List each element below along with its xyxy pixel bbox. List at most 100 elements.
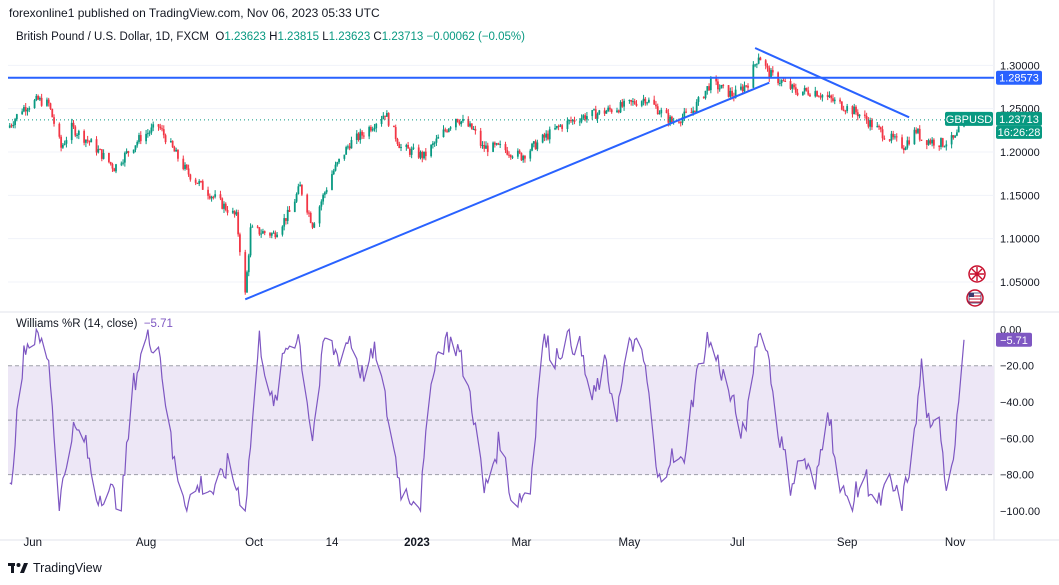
close-value: 1.23713	[381, 31, 424, 43]
candle-body	[780, 80, 783, 83]
candle-body	[40, 97, 43, 106]
falling-trendline	[754, 47, 910, 119]
candle-body	[630, 100, 633, 102]
candle-body	[293, 201, 296, 212]
candle-body	[518, 150, 521, 153]
candle-body	[839, 99, 841, 102]
candle-body	[876, 126, 879, 128]
candle-body	[63, 143, 66, 145]
candle-body	[102, 152, 105, 159]
candle-body	[373, 128, 376, 130]
candle-body	[709, 77, 712, 91]
candle-body	[308, 212, 310, 214]
candle-body	[361, 131, 363, 136]
candle-body	[863, 114, 866, 116]
candle-body	[345, 147, 348, 155]
candle-body	[628, 100, 631, 102]
candle-body	[584, 115, 587, 120]
candle-body	[803, 87, 806, 92]
time-axis-label: Oct	[245, 537, 264, 549]
candle-body	[642, 98, 645, 102]
candle-body	[300, 184, 303, 195]
candle-body	[412, 147, 415, 149]
candle-body	[100, 149, 103, 159]
gbp-flag-cross-icon	[970, 267, 984, 281]
candle-body	[580, 117, 583, 122]
candle-body	[269, 233, 271, 236]
candle-body	[819, 96, 822, 98]
candle-body	[251, 226, 254, 228]
candle-body	[660, 109, 663, 114]
candle-body	[281, 226, 284, 235]
candle-body	[617, 110, 620, 113]
candle-body	[458, 121, 461, 125]
candle-body	[10, 125, 13, 127]
candle-body	[481, 145, 484, 147]
candle-body	[547, 133, 549, 140]
candle-body	[145, 133, 147, 142]
candle-body	[61, 144, 64, 148]
candle-body	[920, 139, 923, 141]
candle-body	[647, 99, 650, 103]
candle-body	[263, 231, 266, 234]
candle-body	[727, 85, 730, 97]
candle-body	[318, 206, 321, 224]
candle-body	[14, 119, 16, 125]
candle-body	[731, 90, 733, 97]
candle-body	[375, 123, 378, 129]
candle-body	[817, 96, 820, 98]
candle-body	[24, 107, 27, 112]
candle-body	[856, 112, 859, 117]
candle-body	[747, 85, 749, 88]
candle-body	[655, 104, 657, 107]
high-label: H	[269, 31, 278, 43]
candle-body	[456, 118, 459, 122]
candle-body	[125, 151, 128, 153]
candle-body	[384, 115, 386, 117]
candle-body	[770, 70, 772, 79]
candle-body	[833, 99, 836, 102]
candle-body	[603, 110, 606, 114]
candle-body	[272, 232, 275, 234]
candle-body	[226, 209, 229, 213]
candle-body	[793, 84, 795, 88]
candle-body	[185, 164, 188, 169]
williams-name: Williams %R (14, close)	[16, 318, 138, 330]
candle-body	[830, 95, 833, 99]
candle-body	[632, 101, 634, 103]
williams-axis-label: −100.00	[1000, 506, 1040, 518]
candle-body	[869, 119, 872, 127]
usd-flag-field-icon	[968, 292, 982, 304]
candle-body	[497, 143, 500, 145]
candle-body	[405, 144, 408, 148]
candle-body	[791, 84, 794, 89]
candle-body	[382, 115, 385, 120]
chart-canvas[interactable]: 1.300001.250001.200001.150001.100001.050…	[0, 0, 1059, 560]
candle-body	[201, 181, 204, 190]
candle-body	[184, 164, 186, 169]
candle-body	[258, 227, 261, 235]
candle-body	[368, 127, 371, 137]
candle-body	[260, 233, 263, 235]
candle-body	[952, 135, 955, 138]
tradingview-footer[interactable]: TradingView	[8, 561, 102, 575]
candle-body	[570, 120, 572, 122]
candle-body	[200, 181, 202, 183]
candle-body	[223, 203, 225, 209]
close-label: C	[373, 31, 382, 43]
candle-body	[99, 149, 101, 151]
candle-body	[424, 151, 427, 157]
candle-body	[276, 234, 278, 238]
candle-body	[548, 129, 551, 140]
candle-body	[224, 203, 227, 210]
candle-body	[297, 186, 300, 194]
candle-body	[286, 209, 289, 221]
candle-body	[410, 148, 413, 155]
candle-body	[670, 116, 673, 123]
candle-body	[593, 109, 595, 111]
usd-flag-canton-icon	[969, 293, 974, 297]
candle-body	[306, 194, 309, 213]
candle-body	[594, 109, 597, 119]
candle-body	[619, 102, 622, 113]
candle-body	[904, 147, 907, 150]
